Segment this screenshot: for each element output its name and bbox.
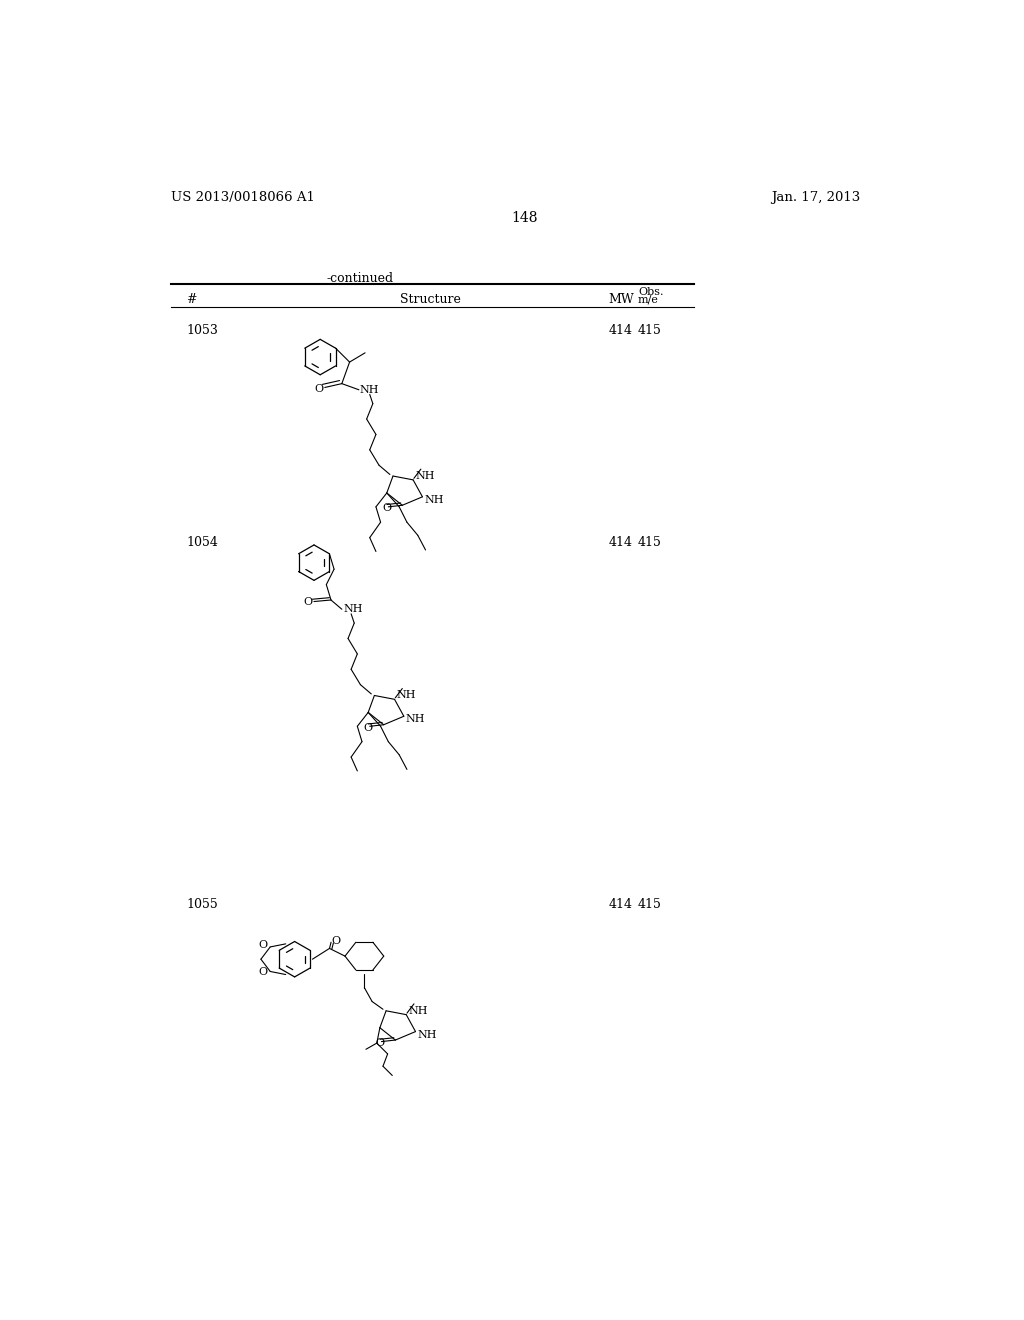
- Text: NH: NH: [424, 495, 443, 504]
- Text: NH: NH: [417, 1030, 436, 1040]
- Text: NH: NH: [359, 385, 379, 395]
- Text: #: #: [186, 293, 197, 306]
- Text: O: O: [314, 384, 323, 393]
- Text: 1055: 1055: [186, 898, 218, 911]
- Text: O: O: [331, 936, 340, 945]
- Text: -continued: -continued: [327, 272, 394, 285]
- Text: m/e: m/e: [638, 294, 658, 305]
- Text: O: O: [382, 503, 391, 513]
- Text: O: O: [258, 968, 267, 977]
- Text: O: O: [364, 723, 373, 733]
- Text: 415: 415: [638, 898, 662, 911]
- Text: 415: 415: [638, 536, 662, 549]
- Text: NH: NH: [416, 471, 435, 480]
- Text: 148: 148: [512, 211, 538, 224]
- Text: NH: NH: [343, 605, 362, 614]
- Text: NH: NH: [409, 1006, 428, 1016]
- Text: 414: 414: [608, 536, 633, 549]
- Text: 414: 414: [608, 323, 633, 337]
- Text: O: O: [258, 940, 267, 950]
- Text: NH: NH: [406, 714, 425, 725]
- Text: Obs.: Obs.: [638, 286, 664, 297]
- Text: Jan. 17, 2013: Jan. 17, 2013: [771, 191, 860, 203]
- Text: 415: 415: [638, 323, 662, 337]
- Text: 1053: 1053: [186, 323, 218, 337]
- Text: O: O: [375, 1038, 384, 1048]
- Text: 414: 414: [608, 898, 633, 911]
- Text: Structure: Structure: [399, 293, 461, 306]
- Text: NH: NH: [397, 690, 417, 701]
- Text: US 2013/0018066 A1: US 2013/0018066 A1: [171, 191, 314, 203]
- Text: O: O: [303, 598, 312, 607]
- Text: MW: MW: [608, 293, 634, 306]
- Text: 1054: 1054: [186, 536, 218, 549]
